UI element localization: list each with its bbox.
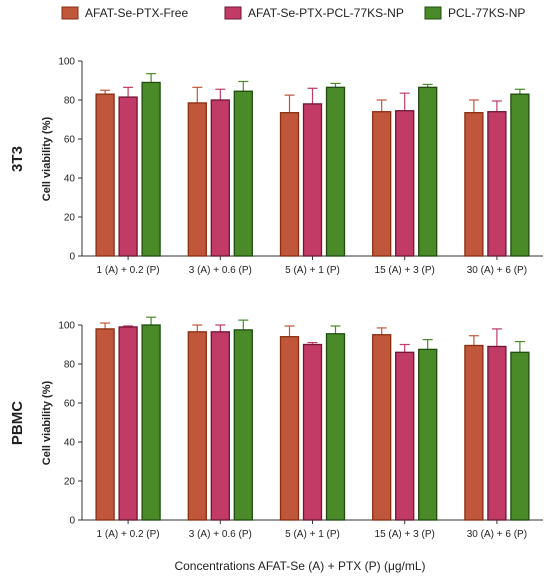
x-tick-label: 30 (A) + 6 (P) bbox=[467, 529, 527, 540]
row-label-3t3: 3T3 bbox=[9, 146, 26, 172]
bar bbox=[325, 86, 346, 257]
x-tick-label: 5 (A) + 1 (P) bbox=[285, 529, 340, 540]
bar bbox=[233, 90, 253, 257]
bar bbox=[141, 81, 161, 257]
y-tick-label: 60 bbox=[64, 135, 76, 146]
panel-3t3: 3T3 Cell viability (%) 0 20 40 60 80 100 1 (A)… bbox=[9, 57, 543, 276]
bar bbox=[325, 333, 346, 521]
bar bbox=[141, 324, 161, 521]
legend-label-free: AFAT-Se-PTX-Free bbox=[85, 6, 188, 20]
x-tick-label: 5 (A) + 1 (P) bbox=[285, 265, 340, 276]
x-tick-label: 3 (A) + 0.6 (P) bbox=[189, 529, 252, 540]
y-tick-label: 40 bbox=[64, 438, 76, 449]
y-axis-label-3t3: Cell viability (%) bbox=[41, 116, 53, 201]
y-tick-label: 40 bbox=[64, 174, 76, 185]
bar bbox=[418, 86, 438, 257]
legend-swatch-pcl bbox=[424, 6, 442, 20]
x-tick-label: 1 (A) + 0.2 (P) bbox=[97, 265, 160, 276]
x-axis-title: Concentrations AFAT-Se (A) + PTX (P) (μg… bbox=[174, 559, 425, 573]
y-tick-label: 100 bbox=[58, 321, 75, 332]
bar bbox=[187, 331, 207, 521]
y-tick-label: 0 bbox=[69, 516, 75, 527]
bar bbox=[487, 111, 507, 257]
bar bbox=[372, 111, 392, 257]
y-tick-label: 100 bbox=[58, 57, 75, 68]
bar bbox=[210, 331, 230, 521]
legend-swatch-free bbox=[61, 6, 79, 20]
bar bbox=[210, 99, 230, 257]
bar bbox=[395, 110, 415, 257]
bar bbox=[395, 351, 415, 521]
bar bbox=[118, 96, 138, 257]
y-axis-label-pbmc: Cell viability (%) bbox=[41, 380, 53, 465]
panel-pbmc: PBMC Cell viability (%) 0 20 40 60 80 100 1 (A… bbox=[9, 316, 543, 540]
bar bbox=[95, 328, 115, 521]
x-tick-label: 15 (A) + 3 (P) bbox=[375, 265, 435, 276]
x-tick-label: 3 (A) + 0.6 (P) bbox=[189, 265, 252, 276]
bar bbox=[302, 103, 323, 257]
bar bbox=[464, 344, 484, 521]
y-tick-label: 80 bbox=[64, 360, 76, 371]
y-tick-label: 60 bbox=[64, 399, 76, 410]
bar bbox=[372, 334, 392, 521]
bar bbox=[510, 351, 530, 521]
bar bbox=[279, 112, 300, 257]
x-tick-label: 1 (A) + 0.2 (P) bbox=[97, 529, 160, 540]
x-tick-label: 30 (A) + 6 (P) bbox=[467, 265, 527, 276]
legend-label-np: AFAT-Se-PTX-PCL-77KS-NP bbox=[248, 6, 404, 20]
y-tick-label: 20 bbox=[64, 477, 76, 488]
legend-swatch-np bbox=[224, 6, 242, 20]
bar bbox=[233, 329, 253, 521]
y-tick-label: 80 bbox=[64, 96, 76, 107]
y-tick-label: 20 bbox=[64, 213, 76, 224]
bar bbox=[118, 326, 138, 521]
bar bbox=[187, 102, 207, 257]
legend-label-pcl: PCL-77KS-NP bbox=[448, 6, 525, 20]
y-tick-label: 0 bbox=[69, 252, 75, 263]
bar bbox=[302, 343, 323, 521]
legend: AFAT-Se-PTX-Free AFAT-Se-PTX-PCL-77KS-NP… bbox=[61, 6, 525, 20]
bar bbox=[487, 345, 507, 521]
bar bbox=[464, 112, 484, 257]
x-tick-label: 15 (A) + 3 (P) bbox=[375, 529, 435, 540]
bar bbox=[95, 93, 115, 257]
row-label-pbmc: PBMC bbox=[9, 401, 26, 445]
bar bbox=[510, 93, 530, 257]
bar bbox=[279, 336, 300, 521]
bar bbox=[418, 348, 438, 521]
